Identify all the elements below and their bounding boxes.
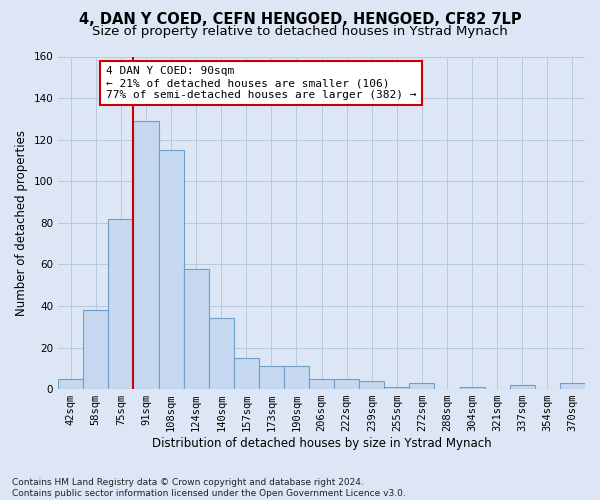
Bar xyxy=(58,378,83,389)
Text: 4 DAN Y COED: 90sqm
← 21% of detached houses are smaller (106)
77% of semi-detac: 4 DAN Y COED: 90sqm ← 21% of detached ho… xyxy=(106,66,416,100)
Bar xyxy=(334,378,359,389)
Bar xyxy=(409,383,434,389)
Bar xyxy=(385,387,409,389)
Bar xyxy=(284,366,309,389)
Text: Size of property relative to detached houses in Ystrad Mynach: Size of property relative to detached ho… xyxy=(92,25,508,38)
Bar xyxy=(184,268,209,389)
Bar xyxy=(309,378,334,389)
Bar xyxy=(133,121,158,389)
Bar xyxy=(510,385,535,389)
Bar xyxy=(259,366,284,389)
Bar xyxy=(359,381,385,389)
Text: Contains HM Land Registry data © Crown copyright and database right 2024.
Contai: Contains HM Land Registry data © Crown c… xyxy=(12,478,406,498)
Text: 4, DAN Y COED, CEFN HENGOED, HENGOED, CF82 7LP: 4, DAN Y COED, CEFN HENGOED, HENGOED, CF… xyxy=(79,12,521,28)
Bar xyxy=(460,387,485,389)
Y-axis label: Number of detached properties: Number of detached properties xyxy=(15,130,28,316)
X-axis label: Distribution of detached houses by size in Ystrad Mynach: Distribution of detached houses by size … xyxy=(152,437,491,450)
Bar xyxy=(109,218,133,389)
Bar xyxy=(83,310,109,389)
Bar xyxy=(234,358,259,389)
Bar xyxy=(158,150,184,389)
Bar xyxy=(209,318,234,389)
Bar xyxy=(560,383,585,389)
